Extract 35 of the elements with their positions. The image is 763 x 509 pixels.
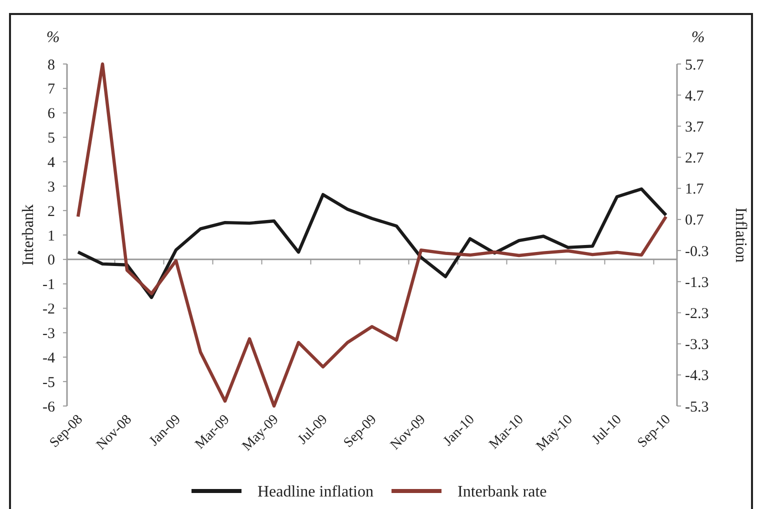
y2-tick-label: 3.7	[685, 119, 704, 136]
y2-tick-label: -3.3	[685, 337, 709, 354]
y-tick-label: 5	[48, 130, 55, 147]
legend-label: Interbank rate	[458, 484, 547, 501]
y-tick-label: 0	[48, 252, 55, 269]
y-tick-label: -6	[42, 399, 56, 416]
y2-tick-label: -5.3	[685, 399, 709, 416]
y-axis-title: Interbank	[20, 204, 37, 266]
y2-tick-label: 0.7	[685, 212, 704, 229]
y-tick-label: -1	[42, 277, 55, 294]
line-series	[76, 187, 668, 300]
text: %	[691, 29, 705, 46]
y-tick-label: 8	[48, 57, 55, 74]
y-tick-label: 4	[48, 154, 56, 171]
y2-axis-title: Inflation	[732, 207, 749, 263]
y-tick-label: 2	[48, 204, 55, 220]
y2-tick-label: 5.7	[685, 57, 704, 74]
y2-tick-label: -0.3	[685, 244, 709, 260]
y-tick-label: 7	[48, 82, 56, 98]
y2-tick-label: 4.7	[685, 88, 704, 104]
line-series	[76, 62, 668, 408]
y-tick-label: 1	[48, 228, 55, 244]
text: %	[46, 29, 60, 46]
y2-tick-label: -1.3	[685, 274, 709, 291]
y-tick-label: -2	[42, 302, 55, 318]
y-tick-label: 3	[48, 179, 55, 196]
y-tick-label: -4	[42, 350, 56, 366]
y-tick-label: -5	[42, 374, 55, 391]
legend-label: Headline inflation	[258, 484, 374, 501]
y-tick-label: -3	[42, 326, 55, 342]
y2-tick-label: -4.3	[685, 368, 709, 384]
y2-tick-label: 1.7	[685, 182, 704, 198]
y-tick-label: 6	[48, 106, 56, 122]
y2-tick-label: 2.7	[685, 150, 704, 167]
y2-tick-label: -2.3	[685, 306, 709, 322]
